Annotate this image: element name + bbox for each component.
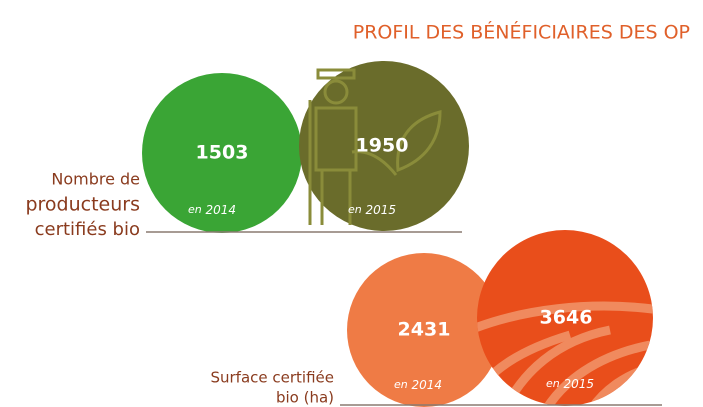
year: en 2015 <box>546 377 594 391</box>
circle-2014 <box>142 73 302 233</box>
value: 2431 <box>398 319 451 341</box>
circle-2015 <box>299 61 469 231</box>
title: PROFIL DES BÉNÉFICIAIRES DES OP <box>353 21 690 44</box>
label: certifiés bio <box>35 219 140 240</box>
year: en 2014 <box>394 378 442 392</box>
value: 1950 <box>356 135 409 157</box>
value: 1503 <box>196 142 249 164</box>
label: Surface certifiée <box>210 369 334 387</box>
label: bio (ha) <box>276 389 334 407</box>
farmer-icon <box>308 68 442 225</box>
label: Nombre de <box>51 170 140 189</box>
year: en 2015 <box>348 203 396 217</box>
circle-2014 <box>347 253 501 407</box>
value: 3646 <box>540 307 593 329</box>
label: producteurs <box>25 194 140 216</box>
year: en 2014 <box>188 203 236 217</box>
